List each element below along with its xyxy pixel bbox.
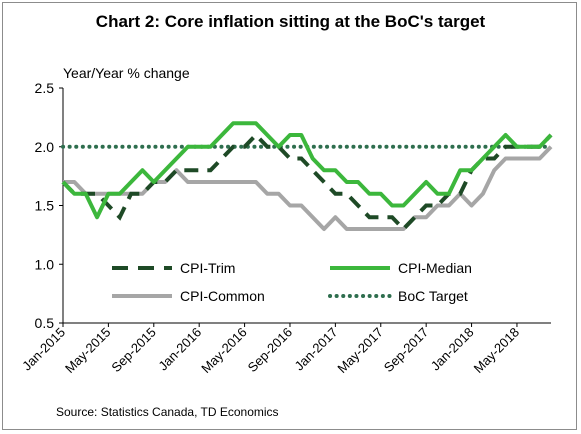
y-tick-label: 0.5 (35, 315, 55, 331)
x-tick-label: May-2016 (198, 325, 249, 376)
y-axis-label: Year/Year % change (63, 65, 190, 81)
x-tick-label: Sep-2017 (381, 325, 431, 375)
legend-label: BoC Target (398, 288, 468, 304)
y-tick-label: 1.0 (35, 256, 55, 272)
y-tick-label: 2.5 (35, 80, 55, 96)
x-tick-label: Sep-2015 (108, 325, 158, 375)
y-tick-label: 1.5 (35, 198, 55, 214)
y-tick-label: 2.0 (35, 139, 55, 155)
x-tick-label: Jan-2016 (155, 325, 204, 374)
source-note: Source: Statistics Canada, TD Economics (56, 405, 279, 419)
series-line-cpi-common (63, 145, 553, 231)
series-layer (61, 121, 553, 232)
x-tick-label: May-2017 (334, 325, 385, 376)
x-tick-label: Sep-2016 (245, 325, 295, 375)
x-tick-label: May-2018 (471, 325, 522, 376)
x-tick-label: May-2015 (62, 325, 113, 376)
legend-label: CPI-Common (180, 288, 265, 304)
series-line-cpi-trim (61, 132, 553, 232)
x-tick-label: Jan-2015 (19, 325, 68, 374)
x-tick-label: Jan-2018 (428, 325, 477, 374)
legend-label: CPI-Median (398, 260, 472, 276)
axes: 2.52.01.51.00.5Jan-2015May-2015Sep-2015J… (19, 80, 551, 376)
x-tick-label: Jan-2017 (292, 325, 341, 374)
chart-title: Chart 2: Core inflation sitting at the B… (95, 12, 486, 31)
series-line-cpi-median (61, 121, 553, 220)
legend-label: CPI-Trim (180, 260, 235, 276)
legend: CPI-Trim CPI-Median CPI-Common BoC Target (112, 260, 472, 304)
